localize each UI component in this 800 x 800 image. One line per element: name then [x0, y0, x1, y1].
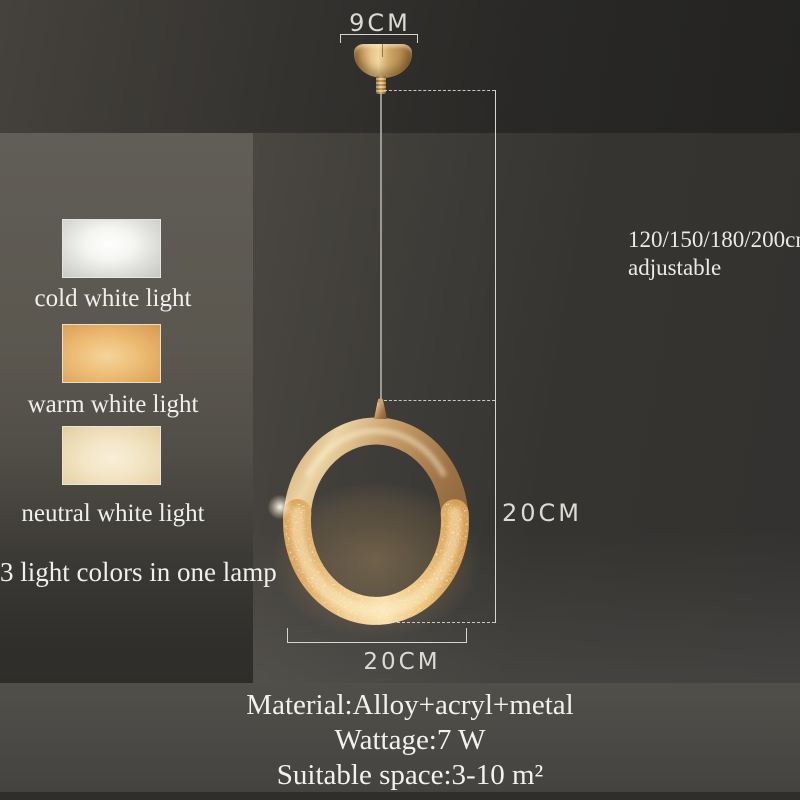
- spec-material: Material:Alloy+acryl+metal: [246, 689, 574, 721]
- swatch-neutral-white-label: neutral white light: [21, 500, 205, 527]
- ring-height-label: 20CM: [502, 499, 583, 527]
- sparkle-flare: [267, 494, 293, 520]
- suspension-wire: [380, 92, 382, 404]
- background-bottom-edge: [0, 792, 800, 800]
- cable-length-value: 120/150/180/200cm: [628, 227, 800, 252]
- background-bottom-band: [0, 683, 800, 792]
- pendant-ring-lamp: [283, 398, 469, 625]
- ring-crystal-sparkle-fine: [285, 501, 467, 623]
- swatch-cold-white-label: cold white light: [34, 285, 192, 312]
- reference-line-top: [384, 90, 495, 91]
- cable-length-label: 120/150/180/200cm adjustable: [528, 226, 800, 280]
- spec-wattage: Wattage:7 W: [334, 724, 486, 756]
- reference-line-ring-top: [384, 400, 495, 401]
- swatch-warm-white-label: warm white light: [27, 391, 199, 418]
- ring-width-bracket: [287, 628, 467, 643]
- swatch-neutral-white: [62, 426, 161, 485]
- reference-line-ring-bottom: [397, 622, 495, 623]
- swatch-cold-white: [62, 219, 161, 278]
- ring-width-label: 20CM: [363, 649, 441, 675]
- spec-space: Suitable space:3-10 m²: [276, 759, 544, 791]
- ring-connector-bead: [377, 398, 384, 404]
- swatch-warm-white: [62, 324, 161, 383]
- light-modes-note: 3 light colors in one lamp: [0, 557, 277, 587]
- spec-text-block: Material:Alloy+acryl+metal Wattage:7 W S…: [185, 688, 635, 793]
- ring-top-connector: [374, 402, 387, 419]
- vertical-dimension-line: [495, 90, 496, 623]
- canopy-width-bracket: [340, 34, 418, 43]
- ring-top-highlight: [304, 428, 448, 478]
- canopy-screw: [376, 76, 386, 94]
- lamp-glow: [236, 455, 516, 665]
- canopy-width-label: 9CM: [349, 9, 411, 37]
- canopy-seam: [382, 44, 383, 57]
- cable-length-note: adjustable: [628, 255, 722, 280]
